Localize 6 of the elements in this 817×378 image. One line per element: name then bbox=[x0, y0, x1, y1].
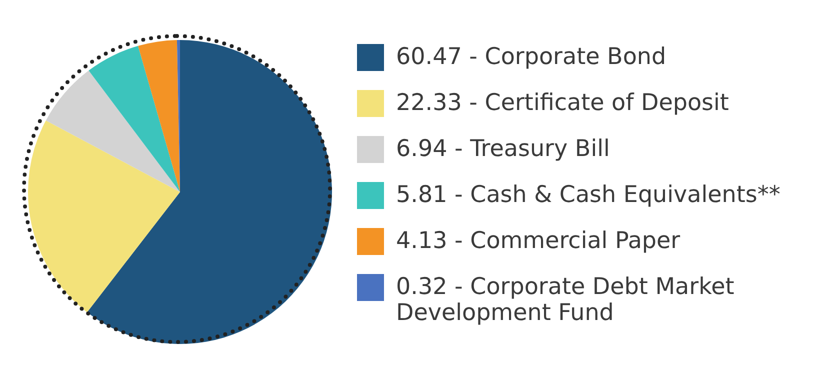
legend-label: 0.32 - Corporate Debt Market Development Fund bbox=[396, 274, 736, 326]
legend-label: 6.94 - Treasury Bill bbox=[396, 136, 610, 162]
legend-label: 22.33 - Certificate of Deposit bbox=[396, 90, 729, 116]
legend-label: 4.13 - Commercial Paper bbox=[396, 228, 680, 254]
legend-label: 5.81 - Cash & Cash Equivalents** bbox=[396, 182, 780, 208]
legend-label: 60.47 - Corporate Bond bbox=[396, 44, 666, 70]
